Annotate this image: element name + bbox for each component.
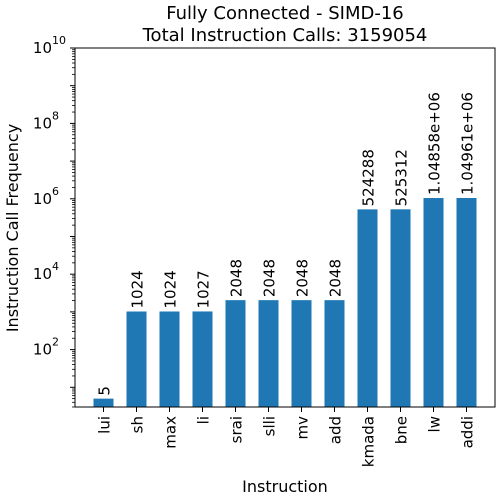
y-tick-label: 10 [33,190,52,208]
bar-add [325,300,345,407]
data-label-sh: 1024 [129,270,147,308]
y-tick-exponent: 6 [52,185,59,198]
x-tick-label-lw: lw [426,416,444,432]
data-label-li: 1027 [195,270,213,308]
x-tick-label-bne: bne [393,416,411,444]
chart-subtitle: Total Instruction Calls: 3159054 [142,25,428,46]
bar-lw [424,198,444,407]
plot-area: 5 1024 1024 1027 2048 2048 2048 2048 524288 52531… [94,92,477,407]
x-tick-label-slli: slli [261,416,279,436]
bar-srai [226,300,246,407]
x-tick-label-sh: sh [129,416,147,433]
x-tick-label-li: li [195,416,213,424]
bar-bne [391,209,411,407]
data-label-add: 2048 [327,259,345,297]
y-tick-exponent: 8 [52,109,59,122]
bar-sh [127,312,147,407]
bar-li [193,311,213,407]
y-tick-label: 10 [33,265,52,283]
x-tick-label-srai: srai [228,416,246,443]
x-tick-label-max: max [162,416,180,449]
data-label-kmada: 524288 [360,149,378,206]
data-label-slli: 2048 [261,259,279,297]
data-label-lw: 1.04858e+06 [426,92,444,195]
data-label-mv: 2048 [294,259,312,297]
data-label-bne: 525312 [393,149,411,206]
bar-kmada [358,209,378,407]
x-tick-label-add: add [327,416,345,444]
y-axis-label: Instruction Call Frequency [3,124,22,332]
y-tick-label: 10 [33,341,52,359]
x-axis-label: Instruction [242,477,328,496]
bar-max [160,312,180,407]
data-label-srai: 2048 [228,259,246,297]
y-tick-exponent: 2 [52,336,59,349]
y-tick-label: 10 [33,39,52,57]
x-tick-label-kmada: kmada [360,416,378,467]
bar-mv [292,300,312,407]
bar-lui [94,399,114,407]
data-label-max: 1024 [162,270,180,308]
bar-slli [259,300,279,407]
data-label-addi: 1.04961e+06 [459,92,477,195]
bar-addi [457,198,477,407]
chart-title: Fully Connected - SIMD-16 [166,3,404,24]
y-tick-label: 10 [33,114,52,132]
data-label-lui: 5 [96,386,114,396]
x-tick-label-addi: addi [459,416,477,448]
y-tick-exponent: 4 [52,260,59,273]
x-axis: lui sh max li srai slli mv add kmada bne lw addi [96,407,477,467]
x-tick-label-lui: lui [96,416,114,434]
x-tick-label-mv: mv [294,416,312,440]
y-tick-exponent: 10 [52,34,66,47]
